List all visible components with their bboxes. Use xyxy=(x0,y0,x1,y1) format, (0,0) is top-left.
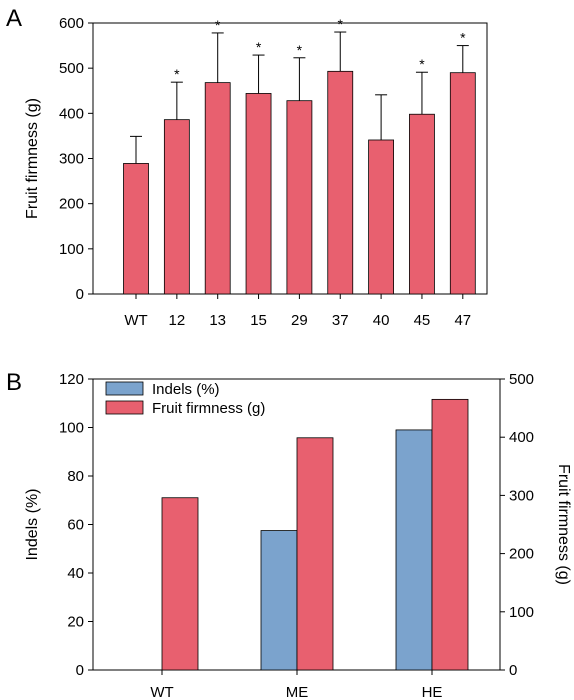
panel-b-bar xyxy=(161,497,199,671)
panel-a-x-tick-label: WT xyxy=(124,312,147,329)
panel-a-y-tick-label: 400 xyxy=(59,105,84,122)
panel-a-y-axis-title: Fruit firmness (g) xyxy=(24,98,41,219)
panel-a-bar xyxy=(204,82,231,295)
panel-a-bar xyxy=(245,93,272,295)
panel-a-significance-star: * xyxy=(256,39,262,55)
panel-a-significance-star: * xyxy=(297,42,303,58)
panel-a-y-tick-label: 0 xyxy=(76,286,84,303)
panel-a-significance-star: * xyxy=(460,30,466,46)
panel-b-x-tick-label: ME xyxy=(286,684,309,700)
panel-b-left-y-tick-label: 0 xyxy=(76,662,84,679)
panel-b-right-y-tick-label: 200 xyxy=(509,546,534,563)
panel-a-y-tick-label: 500 xyxy=(59,60,84,77)
panel-b-left-y-tick-label: 80 xyxy=(67,468,84,485)
panel-a-x-tick-label: 15 xyxy=(250,312,267,329)
panel-a-bar xyxy=(327,70,354,295)
panel-b-legend-label: Indels (%) xyxy=(152,381,220,398)
panel-a-letter: A xyxy=(6,5,22,32)
panel-a-bar xyxy=(368,139,395,295)
panel-a-bar xyxy=(123,163,149,295)
panel-b-right-y-tick-label: 400 xyxy=(509,429,534,446)
panel-b-left-y-tick-label: 100 xyxy=(59,420,84,437)
panel-b-letter: B xyxy=(6,369,22,396)
panel-b-legend-swatch xyxy=(105,400,144,415)
panel-a-x-tick-label: 40 xyxy=(373,312,390,329)
panel-a-chart: A 0 100 200 300 400 500 600 Fruit firmness (g) WT… xyxy=(6,5,488,329)
panel-a-x-tick-label: 37 xyxy=(332,312,349,329)
panel-b-left-y-tick-label: 20 xyxy=(67,614,84,631)
panel-a-bar xyxy=(286,100,313,295)
panel-b-legend-swatch xyxy=(105,381,144,396)
panel-a-bar xyxy=(449,72,476,295)
panel-b-right-y-tick-label: 300 xyxy=(509,487,534,504)
panel-b-x-tick-label: WT xyxy=(150,684,173,700)
panel-a-x-tick-label: 29 xyxy=(291,312,308,329)
panel-b-legend-label: Fruit firmness (g) xyxy=(152,400,265,417)
panel-b-left-y-axis-title: Indels (%) xyxy=(24,488,41,560)
panel-b-right-y-tick-label: 0 xyxy=(509,662,517,679)
panel-a-significance-star: * xyxy=(419,56,425,72)
panel-b-bar xyxy=(260,530,298,671)
panel-a-bar xyxy=(409,113,435,295)
panel-b-bar xyxy=(296,437,334,671)
panel-b-left-y-tick-label: 60 xyxy=(67,517,84,534)
panel-b-x-tick-label: HE xyxy=(422,684,443,700)
panel-a-y-tick-label: 200 xyxy=(59,196,84,213)
panel-a-significance-star: * xyxy=(338,16,344,32)
panel-b-right-y-tick-label: 500 xyxy=(509,371,534,388)
panel-b-chart: B 0 20 40 60 80 100 120 0 100 200 300 400 500 Indels (… xyxy=(6,369,572,700)
panel-a-x-tick-label: 47 xyxy=(454,312,471,329)
panel-b-right-y-axis-title: Fruit firmness (g) xyxy=(555,464,572,585)
panel-b-left-y-tick-label: 120 xyxy=(59,371,84,388)
panel-a-y-tick-label: 100 xyxy=(59,241,84,258)
panel-b-bar xyxy=(431,398,469,671)
panel-a-x-tick-label: 13 xyxy=(209,312,226,329)
panel-a-x-tick-label: 45 xyxy=(414,312,431,329)
panel-b-legend: Indels (%) Fruit firmness (g) xyxy=(105,381,265,417)
panel-a-significance-star: * xyxy=(174,66,180,82)
panel-a-y-tick-label: 300 xyxy=(59,151,84,168)
panel-b-right-y-tick-label: 100 xyxy=(509,604,534,621)
panel-b-bar xyxy=(395,429,433,671)
panel-a-bar xyxy=(163,119,190,295)
panel-a-significance-star: * xyxy=(215,17,221,33)
panel-a-y-tick-label: 600 xyxy=(59,15,84,32)
panel-a-x-tick-label: 12 xyxy=(169,312,186,329)
panel-b-left-y-tick-label: 40 xyxy=(67,565,84,582)
